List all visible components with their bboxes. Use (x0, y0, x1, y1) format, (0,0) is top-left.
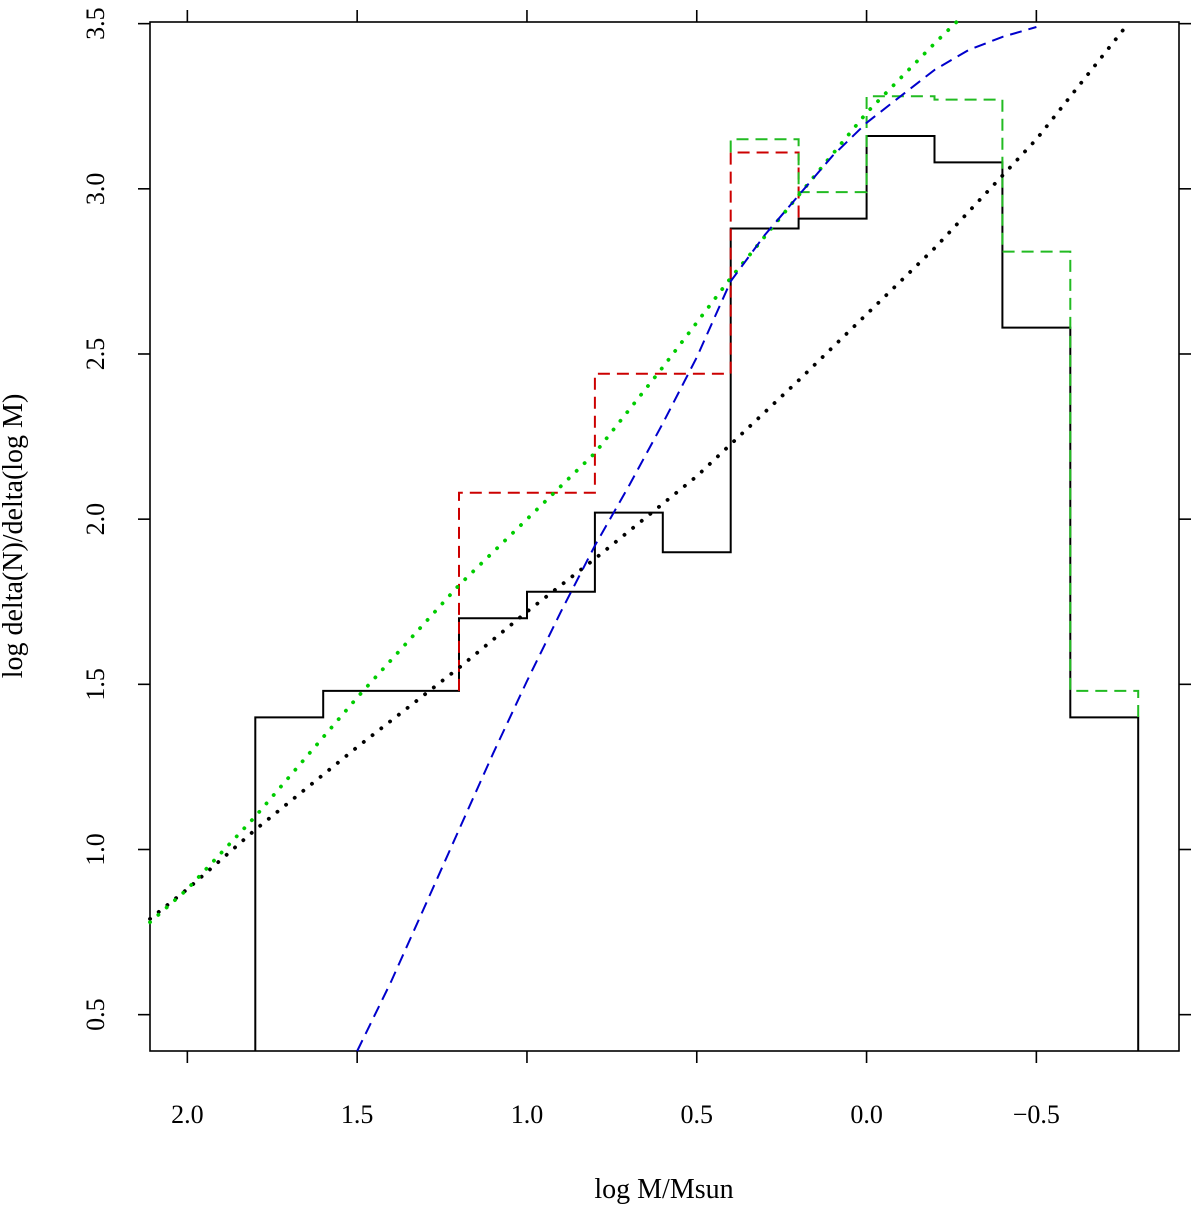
series-fit-black-dotted (148, 21, 1130, 921)
y-tick-label: 0.5 (81, 998, 110, 1030)
y-axis: 0.5 1.0 1.5 2.0 2.5 3.0 3.5 (81, 7, 1191, 1031)
y-axis-label: log delta(N)/delta(log M) (0, 394, 29, 679)
series-fit-green-dotted (148, 18, 961, 925)
y-tick-label: 2.5 (81, 338, 110, 371)
x-tick-label: −0.5 (1013, 1100, 1060, 1129)
x-axis: 2.0 1.5 1.0 0.5 0.0 −0.5 (171, 10, 1060, 1129)
series-histogram-red-dashed (458, 151, 800, 691)
x-tick-label: 2.0 (171, 1100, 204, 1129)
x-axis-label: log M/Msun (594, 1174, 733, 1205)
x-tick-label: 1.5 (341, 1100, 374, 1129)
y-tick-label: 1.5 (81, 668, 110, 701)
x-tick-label: 1.0 (511, 1100, 544, 1129)
x-tick-label: 0.0 (850, 1100, 883, 1129)
series-fit-blue-dashed (356, 26, 1037, 1052)
series-layer (148, 18, 1140, 1052)
series-histogram-green-dashed (729, 95, 1140, 718)
y-tick-label: 3.5 (81, 7, 110, 40)
y-tick-label: 2.0 (81, 503, 110, 536)
series-histogram-black-solid (254, 135, 1140, 1051)
x-tick-label: 0.5 (681, 1100, 714, 1129)
y-tick-label: 1.0 (81, 833, 110, 866)
y-tick-label: 3.0 (81, 173, 110, 206)
plot-frame (149, 21, 1180, 1052)
